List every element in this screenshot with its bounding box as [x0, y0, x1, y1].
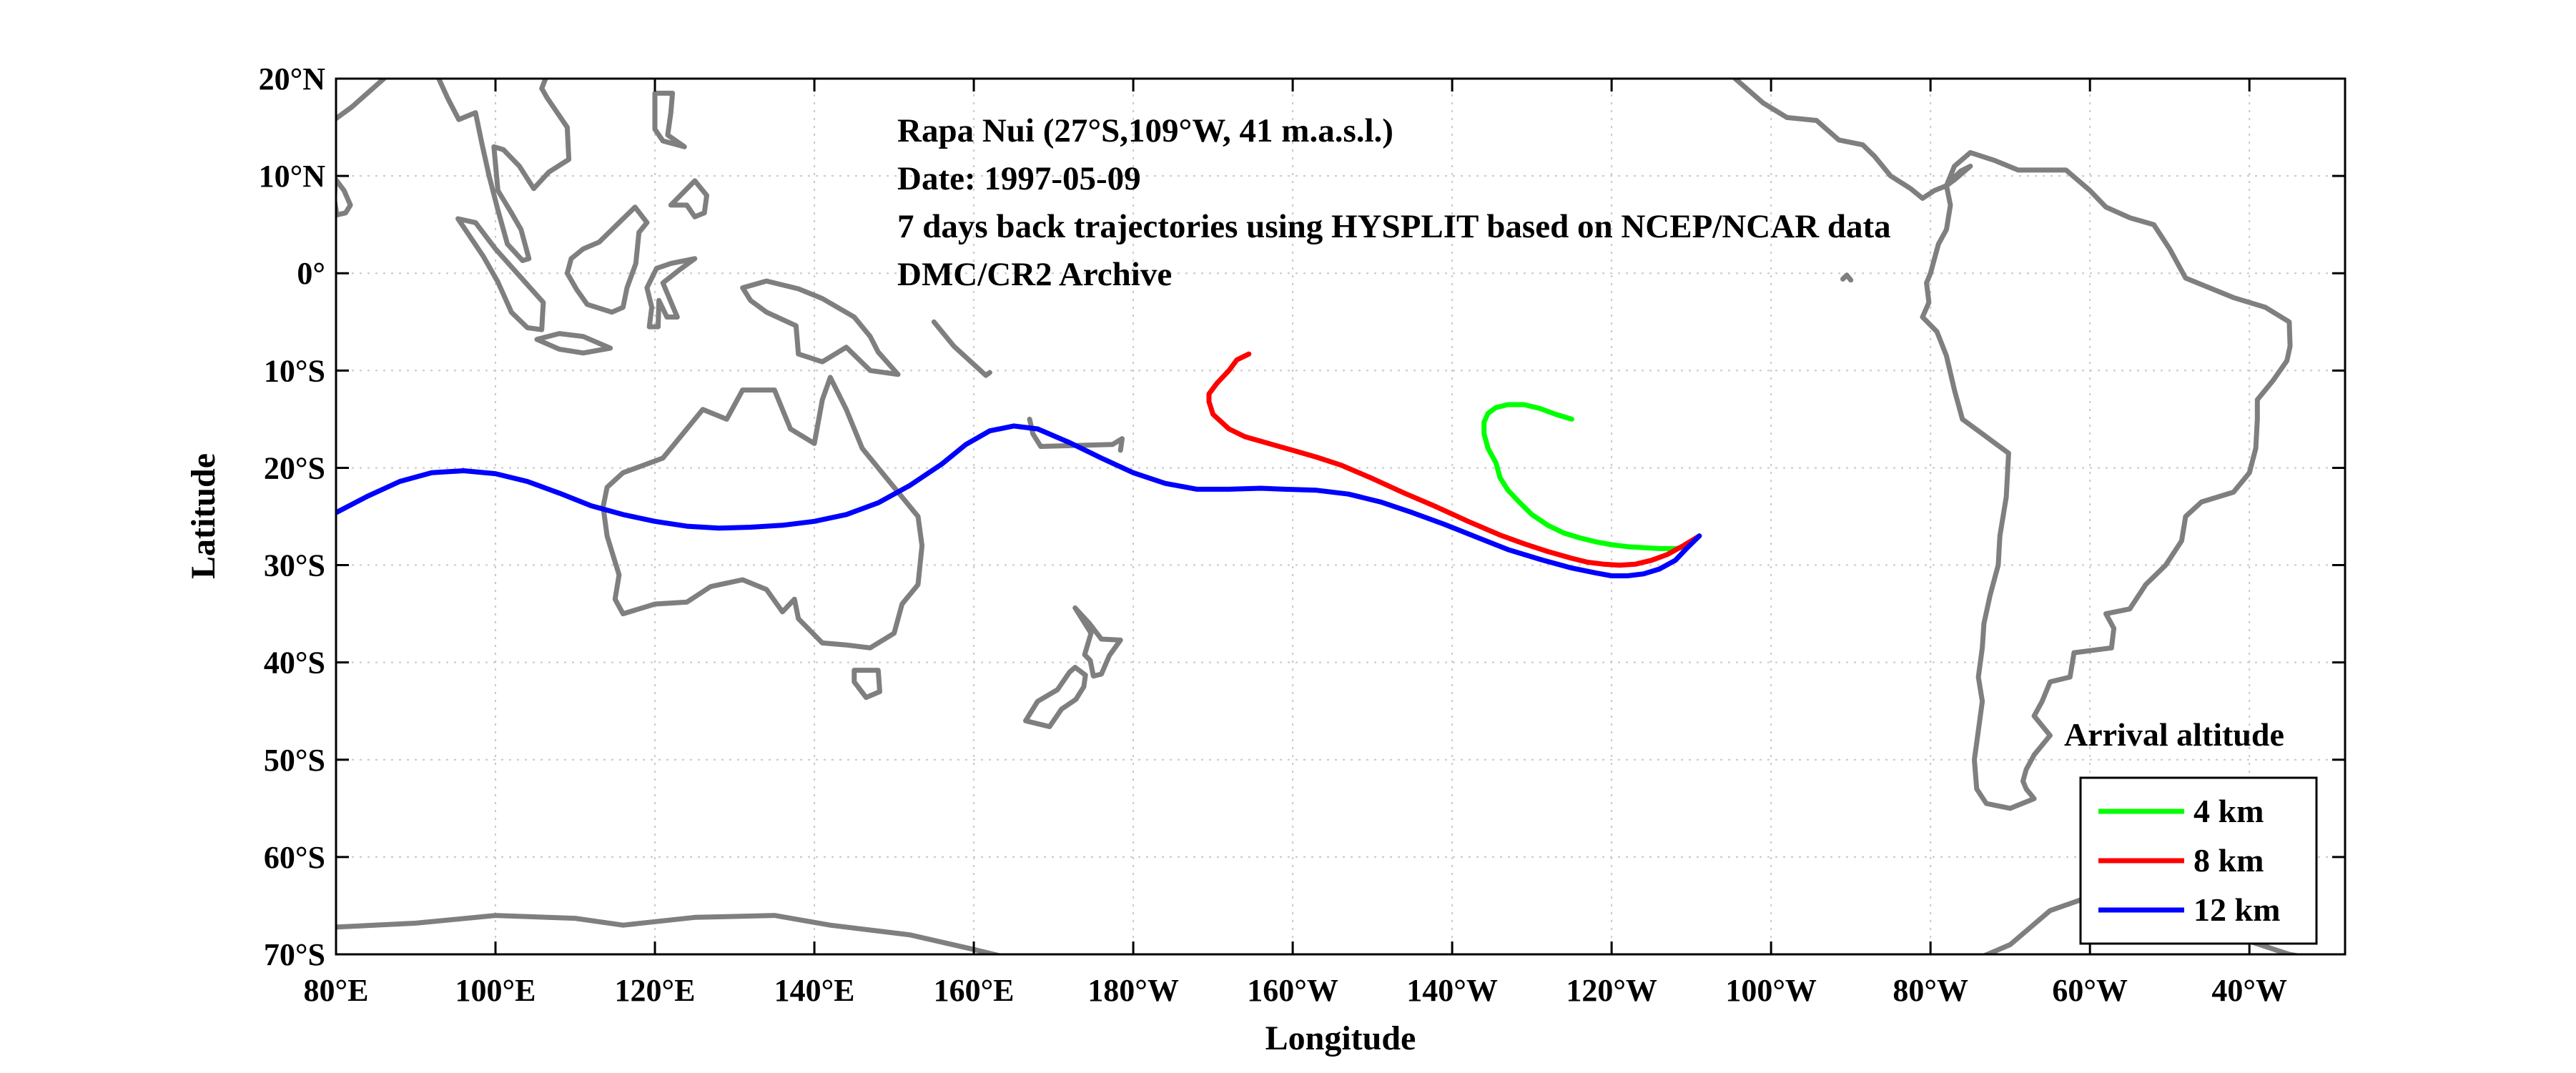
- x-tick-label-80dege: 80°E: [304, 973, 369, 1008]
- x-tick-label-160degw: 160°W: [1247, 973, 1338, 1008]
- coastline-solomons: [931, 319, 992, 378]
- legend-label-12km: 12 km: [2193, 891, 2280, 928]
- plot-frame: [335, 77, 2346, 956]
- coastline-philippines-mindanao: [668, 178, 709, 219]
- x-tick-label-120dege: 120°E: [615, 973, 696, 1008]
- coastline-sri-lanka: [336, 176, 353, 218]
- y-tick-label-20degs: 20°S: [264, 450, 325, 485]
- coastline-australia: [601, 375, 925, 651]
- axis-ticks: [335, 77, 2345, 956]
- x-tick-label-80degw: 80°W: [1892, 973, 1968, 1008]
- title-line-2: Date: 1997-05-09: [897, 160, 1141, 197]
- trajectory-line-4-km: [1481, 402, 1702, 551]
- coastline-south-america: [1920, 149, 2293, 811]
- y-axis-title: Latitude: [184, 453, 222, 579]
- trajectory-series: [336, 351, 1702, 578]
- y-tick-label-10degs: 10°S: [264, 353, 325, 388]
- y-tick-label-70degs: 70°S: [264, 937, 325, 972]
- coastline-caribbean-coast: [1944, 164, 1973, 189]
- legend-label-4km: 4 km: [2193, 793, 2264, 829]
- coastline-new-zealand-south: [1023, 665, 1088, 729]
- coastline-tasmania: [852, 668, 882, 701]
- legend-title: Arrival altitude: [2064, 716, 2284, 753]
- x-tick-label-140dege: 140°E: [774, 973, 855, 1008]
- y-tick-label-10degn: 10°N: [259, 159, 326, 194]
- y-tick-label-0deg: 0°: [297, 256, 325, 291]
- x-tick-label-60degw: 60°W: [2052, 973, 2128, 1008]
- title-line-3: 7 days back trajectories using HYSPLIT b…: [897, 208, 1891, 245]
- title-line-1: Rapa Nui (27°S,109°W, 41 m.a.s.l.): [897, 112, 1393, 149]
- coastline-indochina: [336, 79, 572, 263]
- coastline-sulawesi: [644, 256, 698, 330]
- x-axis-title: Longitude: [1265, 1019, 1416, 1057]
- title-annotation: Rapa Nui (27°S,109°W, 41 m.a.s.l.) Date:…: [897, 112, 1891, 293]
- y-tick-label-30degs: 30°S: [264, 548, 325, 583]
- y-tick-label-60degs: 60°S: [264, 840, 325, 875]
- legend-label-8km: 8 km: [2193, 842, 2264, 879]
- coastline-sumatra: [455, 216, 546, 332]
- x-tick-label-180degw: 180°W: [1087, 973, 1179, 1008]
- trajectory-line-12-km: [336, 423, 1702, 578]
- y-tick-label-40degs: 40°S: [264, 646, 325, 681]
- coastline-java: [534, 331, 613, 356]
- y-tick-label-20degn: 20°N: [259, 61, 326, 97]
- x-tick-label-100degw: 100°W: [1725, 973, 1817, 1008]
- coastline-new-guinea: [740, 278, 901, 377]
- x-tick-label-140degw: 140°W: [1406, 973, 1498, 1008]
- title-line-4: DMC/CR2 Archive: [897, 256, 1172, 293]
- coastline-new-zealand-north: [1072, 605, 1123, 679]
- y-tick-labels: 20°N 10°N 0° 10°S 20°S 30°S 40°S 50°S 60°S 70°S: [259, 61, 326, 972]
- y-tick-label-50degs: 50°S: [264, 743, 325, 778]
- coastline-philippines-luzon: [652, 90, 687, 149]
- x-tick-label-160dege: 160°E: [934, 973, 1015, 1008]
- coastline-borneo: [564, 204, 650, 315]
- coastline-galapagos: [1840, 272, 1854, 283]
- x-tick-labels: 80°E 100°E 120°E 140°E 160°E 180°W 160°W 140°W 1…: [304, 973, 2287, 1008]
- x-tick-label-40degw: 40°W: [2211, 973, 2287, 1008]
- coastline-central-america: [1732, 79, 1949, 201]
- x-tick-label-100dege: 100°E: [455, 973, 536, 1008]
- legend: Arrival altitude 4 km 8 km 12 km: [2064, 716, 2318, 945]
- x-tick-label-120degw: 120°W: [1566, 973, 1657, 1008]
- trajectory-line-8-km: [1206, 351, 1702, 568]
